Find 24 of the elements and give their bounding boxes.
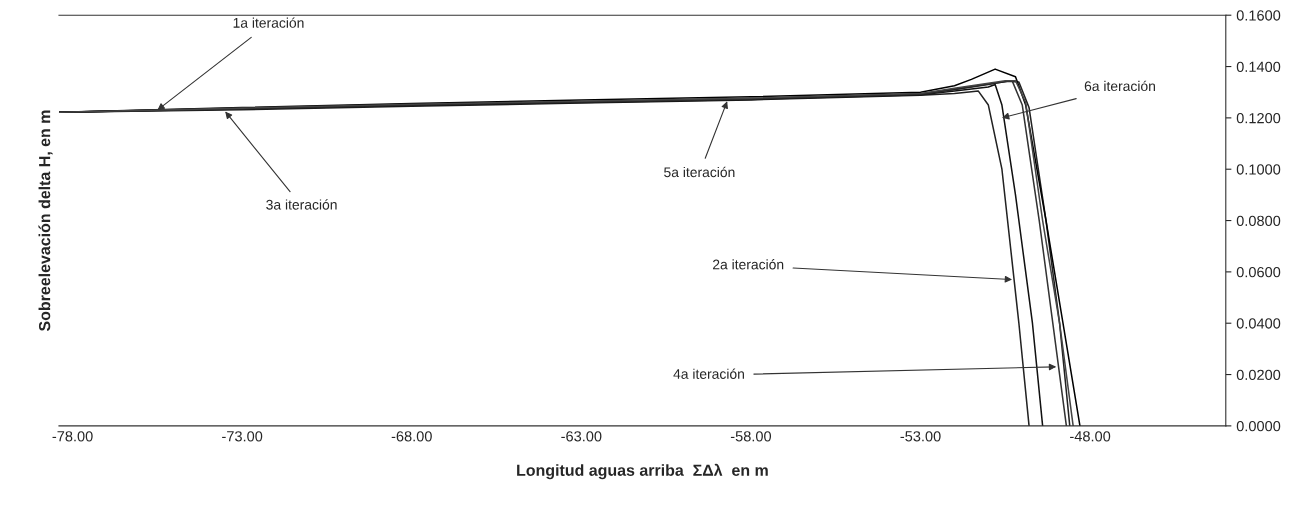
y-tick-label: 0.1000 [1236,164,1281,175]
x-axis-title: Longitud aguas arriba ΣΔλ en m [517,463,768,480]
x-tick-label: -58.00 [730,431,772,442]
y-tick-label: 0.0000 [1236,420,1281,432]
annotation: 4a iteración [673,368,744,379]
x-tick-label: -53.00 [900,431,941,442]
y-axis-title: Sobreelevación delta H, en m [38,110,53,332]
y-tick-label: 0.0600 [1236,266,1281,278]
x-tick-label: -78.00 [52,431,93,442]
annotation: 6a iteración [1084,80,1155,92]
y-tick-label: 0.1200 [1236,112,1281,124]
annotation: 2a iteración [713,259,784,270]
y-tick-label: 0.1400 [1236,61,1281,72]
y-tick-label: 0.0200 [1236,369,1281,380]
x-tick-label: -73.00 [222,431,263,442]
annotation: 5a iteración [664,166,735,178]
y-tick-label: 0.0800 [1236,215,1281,226]
x-tick-label: -68.00 [391,431,432,442]
annotation: 1a iteración [233,17,304,28]
x-tick-label: -63.00 [561,431,602,442]
x-tick-label: -48.00 [1070,431,1111,442]
annotation: 3a iteración [266,199,337,210]
y-tick-label: 0.0400 [1236,318,1281,329]
y-tick-label: 0.1600 [1236,10,1281,21]
